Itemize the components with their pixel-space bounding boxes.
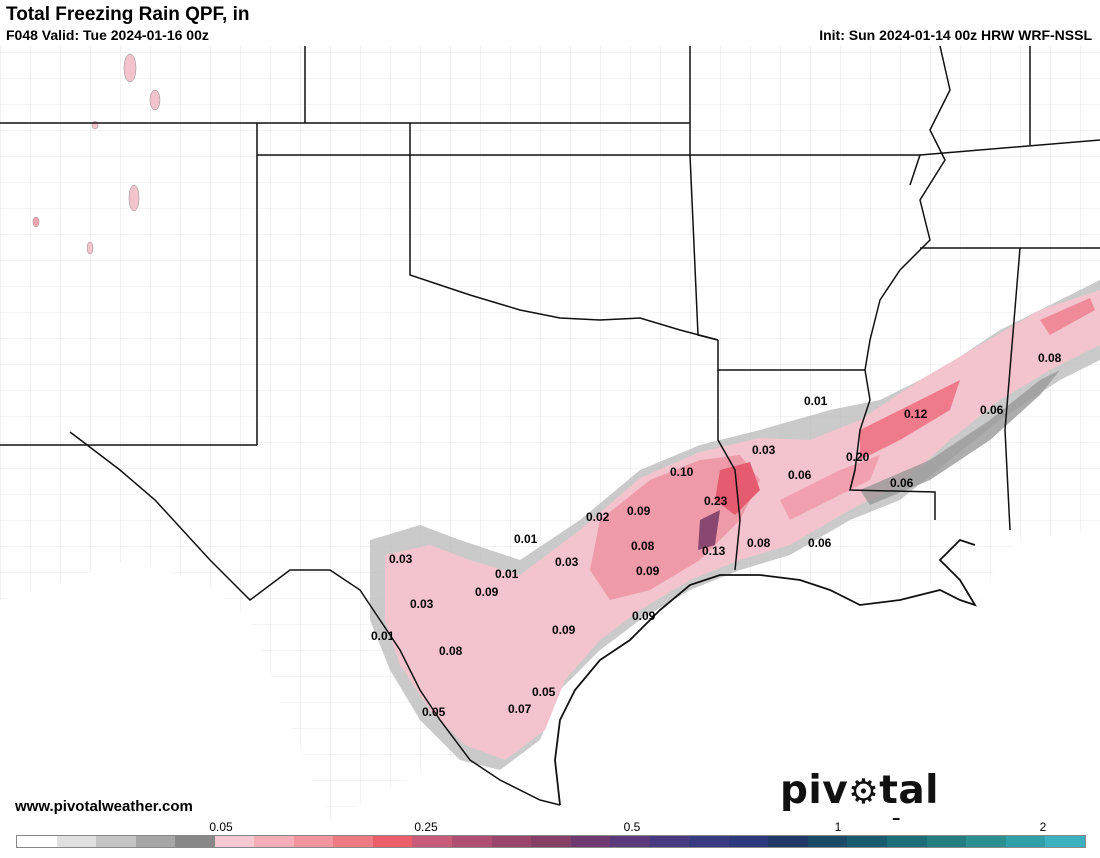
colorbar-swatch: [570, 836, 611, 847]
map-label: 0.10: [670, 465, 694, 479]
colorbar-swatch: [333, 836, 373, 847]
map-label: 0.06: [808, 536, 832, 550]
colorbar-swatch: [689, 836, 729, 847]
map-label: 0.03: [410, 597, 434, 611]
map-label: 0.01: [371, 629, 395, 643]
map-label: 0.09: [552, 623, 576, 637]
colorbar-swatch: [847, 836, 888, 847]
map-label: 0.03: [389, 552, 413, 566]
map-label: 0.01: [804, 394, 828, 408]
colorbar-swatch: [728, 836, 769, 847]
colorbar-swatch: [372, 836, 413, 847]
colorbar-swatch: [214, 836, 255, 847]
map-label: 0.23: [704, 494, 728, 508]
map-label: 0.09: [636, 564, 660, 578]
brand-left: piv: [780, 768, 849, 813]
colorbar-swatch: [887, 836, 927, 847]
map-label: 0.08: [439, 644, 463, 658]
colorbar-tick: 0.25: [414, 820, 438, 834]
colorbar-swatch: [56, 836, 97, 847]
map-title: Total Freezing Rain QPF, in: [6, 4, 250, 25]
colorbar-tick: 0.5: [623, 820, 641, 834]
colorbar-swatch: [293, 836, 334, 847]
map-label: 0.03: [752, 443, 776, 457]
website-link[interactable]: www.pivotalweather.com: [15, 798, 193, 815]
colorbar-swatch: [254, 836, 294, 847]
map-label: 0.06: [788, 468, 812, 482]
colorbar-swatch: [412, 836, 453, 847]
valid-time: F048 Valid: Tue 2024-01-16 00z: [6, 27, 209, 43]
colorbar-swatch: [452, 836, 492, 847]
map-label: 0.08: [631, 539, 655, 553]
colorbar-tick: 1: [834, 820, 842, 834]
map-label: 0.02: [586, 510, 610, 524]
map-label: 0.13: [702, 544, 726, 558]
colorbar: 0.05 0.25 0.5 1 2: [0, 820, 1100, 850]
init-time: Init: Sun 2024-01-14 00z HRW WRF-NSSL: [819, 27, 1092, 43]
map-label: 0.12: [904, 407, 928, 421]
colorbar-swatch: [1005, 836, 1046, 847]
map-label: 0.08: [1038, 351, 1062, 365]
colorbar-swatches: [16, 835, 1086, 848]
colorbar-tick: 2: [1039, 820, 1047, 834]
colorbar-swatch: [1045, 836, 1085, 847]
map-label: 0.03: [555, 555, 579, 569]
colorbar-swatch: [17, 836, 57, 847]
colorbar-swatch: [491, 836, 532, 847]
map-label: 0.01: [495, 567, 519, 581]
map-label: 0.05: [422, 705, 446, 719]
colorbar-swatch: [649, 836, 690, 847]
colorbar-swatch: [135, 836, 176, 847]
colorbar-swatch: [175, 836, 215, 847]
map-label: 0.06: [890, 476, 914, 490]
map-label: 0.06: [980, 403, 1004, 417]
colorbar-swatch: [531, 836, 571, 847]
map-label: 0.09: [627, 504, 651, 518]
map-label: 0.01: [514, 532, 538, 546]
gear-icon: ⚙: [848, 772, 880, 812]
map-label: 0.09: [632, 609, 656, 623]
map-labels: 0.01 0.03 0.06 0.20 0.12 0.06 0.08 0.06 …: [371, 351, 1062, 719]
colorbar-swatch: [926, 836, 967, 847]
weather-map[interactable]: 0.01 0.03 0.06 0.20 0.12 0.06 0.08 0.06 …: [0, 46, 1100, 820]
map-label: 0.20: [846, 450, 870, 464]
colorbar-swatch: [610, 836, 650, 847]
map-label: 0.08: [747, 536, 771, 550]
map-label: 0.05: [532, 685, 556, 699]
colorbar-swatch: [768, 836, 808, 847]
colorbar-tick: 0.05: [209, 820, 233, 834]
map-label: 0.07: [508, 702, 532, 716]
colorbar-swatch: [96, 836, 136, 847]
colorbar-swatch: [966, 836, 1006, 847]
colorbar-swatch: [807, 836, 848, 847]
map-label: 0.09: [475, 585, 499, 599]
header-bar: Total Freezing Rain QPF, in F048 Valid: …: [0, 0, 1100, 47]
